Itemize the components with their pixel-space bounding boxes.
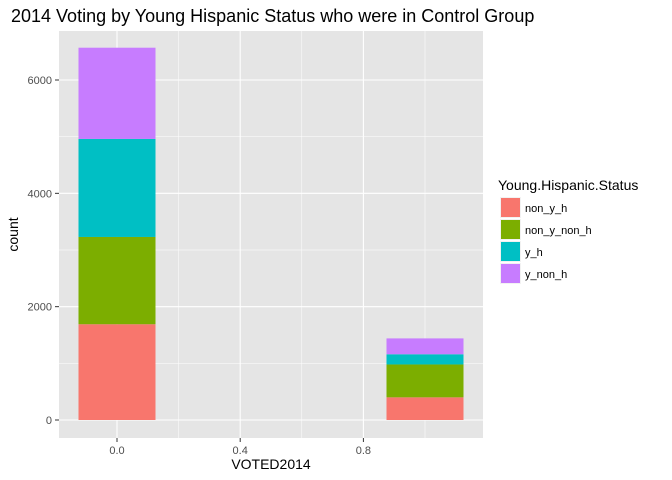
bar-segment-y_non_h-x0 <box>78 47 156 139</box>
legend-label-y_non_h: y_non_h <box>525 269 567 281</box>
y-axis-title: count <box>5 217 21 251</box>
y-tick-label: 6000 <box>28 75 52 87</box>
bars <box>78 47 464 420</box>
x-axis: 0.0 0.4 0.8 <box>109 438 371 457</box>
legend-swatch-y_non_h <box>501 264 520 283</box>
bar-segment-y_non_h-x1 <box>386 338 464 355</box>
bar-segment-non_y_non_h-x1 <box>386 364 464 398</box>
y-tick-label: 2000 <box>28 302 52 314</box>
bar-segment-y_h-x0 <box>78 138 156 237</box>
legend: Young.Hispanic.Status non_y_h non_y_non_h… <box>498 177 638 284</box>
chart-title: 2014 Voting by Young Hispanic Status who… <box>11 6 534 26</box>
bar-segment-non_y_h-x0 <box>78 324 156 420</box>
legend-label-non_y_h: non_y_h <box>525 203 567 215</box>
legend-swatch-non_y_non_h <box>501 220 520 239</box>
bar-segment-non_y_h-x1 <box>386 397 464 420</box>
x-tick-label: 0.0 <box>109 445 124 457</box>
x-axis-title: VOTED2014 <box>231 456 311 472</box>
y-tick-label: 4000 <box>28 188 52 200</box>
bar-segment-non_y_non_h-x0 <box>78 236 156 325</box>
legend-title: Young.Hispanic.Status <box>498 177 638 193</box>
legend-label-non_y_non_h: non_y_non_h <box>525 225 592 237</box>
y-tick-label: 0 <box>46 415 52 427</box>
legend-swatch-y_h <box>501 242 520 261</box>
legend-label-y_h: y_h <box>525 247 543 259</box>
bar-segment-y_h-x1 <box>386 354 464 365</box>
legend-swatch-non_y_h <box>501 198 520 217</box>
x-tick-label: 0.8 <box>356 445 371 457</box>
y-axis: 0 2000 4000 6000 <box>28 75 59 427</box>
x-tick-label: 0.4 <box>233 445 248 457</box>
